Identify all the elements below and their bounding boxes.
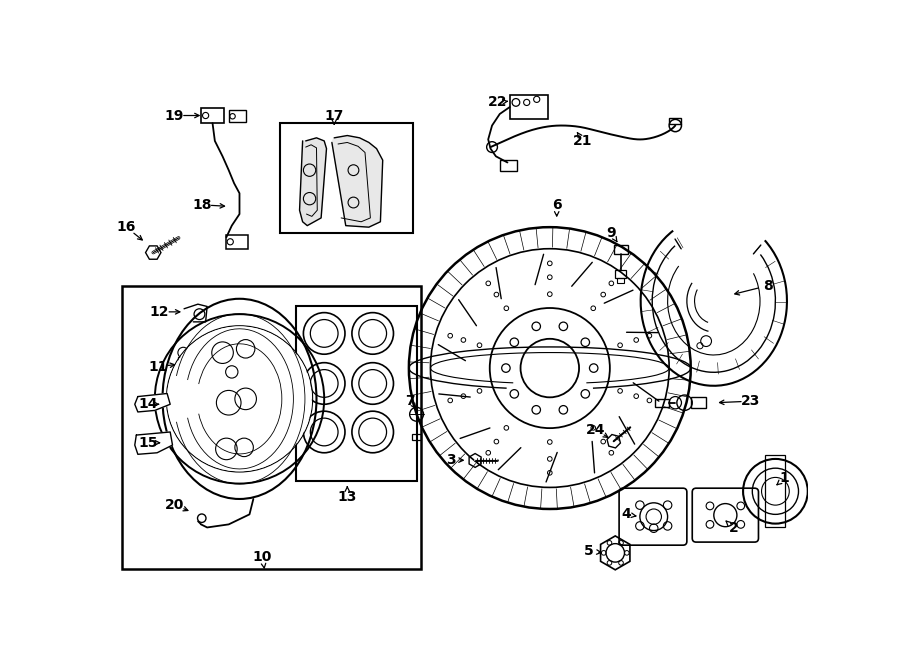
Bar bbox=[616, 278, 625, 284]
Text: 12: 12 bbox=[149, 305, 169, 319]
Text: 7: 7 bbox=[406, 394, 415, 408]
Text: 10: 10 bbox=[253, 551, 273, 564]
Text: 4: 4 bbox=[621, 508, 631, 522]
Text: 8: 8 bbox=[763, 279, 772, 293]
Text: 5: 5 bbox=[584, 544, 594, 559]
Bar bbox=[201, 108, 224, 123]
Bar bbox=[412, 434, 421, 440]
Polygon shape bbox=[300, 138, 327, 225]
Bar bbox=[614, 245, 627, 254]
Polygon shape bbox=[135, 393, 170, 412]
Text: 20: 20 bbox=[165, 498, 184, 512]
Text: 15: 15 bbox=[139, 436, 158, 449]
Text: 23: 23 bbox=[741, 394, 760, 408]
Text: 6: 6 bbox=[552, 198, 562, 212]
Text: 17: 17 bbox=[325, 109, 344, 124]
Bar bbox=[690, 397, 707, 408]
Text: 3: 3 bbox=[446, 453, 455, 467]
Bar bbox=[509, 95, 548, 120]
Bar bbox=[296, 305, 417, 481]
Text: 16: 16 bbox=[117, 220, 136, 234]
Text: 11: 11 bbox=[148, 360, 168, 373]
Bar bbox=[765, 455, 786, 527]
Polygon shape bbox=[332, 136, 382, 227]
Polygon shape bbox=[135, 432, 173, 454]
Bar bbox=[500, 160, 517, 171]
Text: 22: 22 bbox=[488, 95, 508, 110]
Text: 1: 1 bbox=[779, 471, 789, 485]
Bar bbox=[229, 110, 246, 122]
Text: 2: 2 bbox=[729, 522, 739, 535]
Text: 18: 18 bbox=[192, 198, 211, 212]
Text: 9: 9 bbox=[607, 226, 616, 241]
Text: 14: 14 bbox=[139, 397, 158, 411]
Text: 21: 21 bbox=[573, 134, 593, 148]
Bar bbox=[655, 399, 669, 407]
Bar bbox=[280, 123, 413, 233]
Bar bbox=[616, 270, 626, 278]
Bar bbox=[669, 118, 681, 124]
Text: 19: 19 bbox=[165, 108, 184, 122]
Text: 24: 24 bbox=[586, 422, 606, 437]
Bar bbox=[227, 235, 248, 249]
Bar bbox=[178, 356, 189, 375]
Text: 13: 13 bbox=[338, 490, 357, 504]
Circle shape bbox=[167, 327, 312, 471]
Bar bbox=[122, 286, 421, 569]
